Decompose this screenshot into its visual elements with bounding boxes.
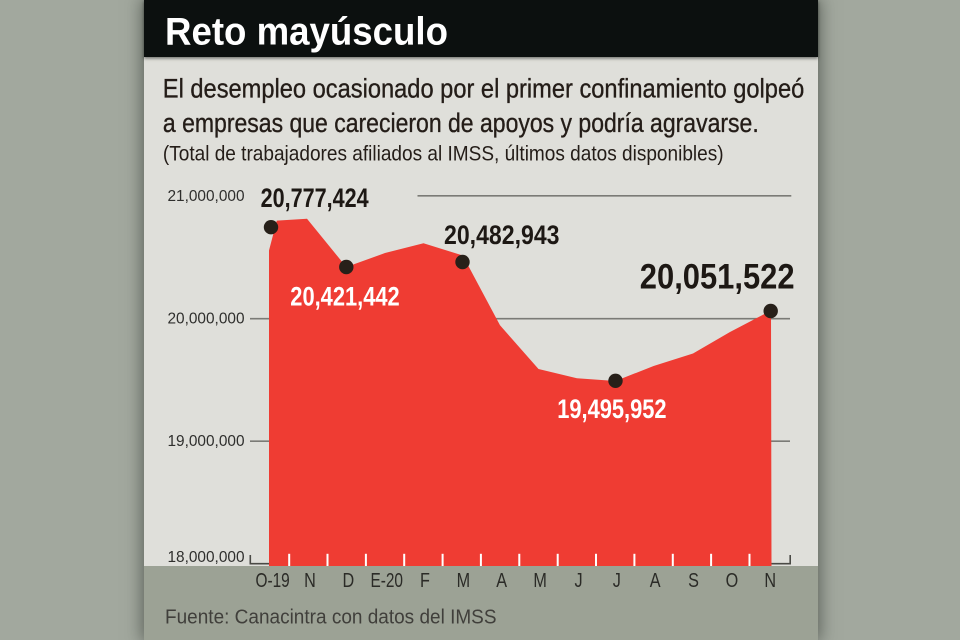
svg-text:Reto mayúsculo: Reto mayúsculo <box>165 10 448 53</box>
svg-text:20,482,943: 20,482,943 <box>444 221 560 251</box>
svg-text:19,495,952: 19,495,952 <box>557 395 666 425</box>
svg-text:O-19: O-19 <box>255 569 289 591</box>
svg-text:20,051,522: 20,051,522 <box>640 257 795 296</box>
svg-text:(Total de trabajadores afiliad: (Total de trabajadores afiliados al IMSS… <box>163 143 724 166</box>
svg-text:20,777,424: 20,777,424 <box>261 184 369 214</box>
svg-text:F: F <box>420 569 430 591</box>
svg-text:Fuente: Canacintra con datos d: Fuente: Canacintra con datos del IMSS <box>165 606 497 629</box>
svg-text:O: O <box>726 569 739 591</box>
svg-text:M: M <box>533 569 546 591</box>
svg-text:A: A <box>496 569 508 591</box>
svg-text:18,000,000: 18,000,000 <box>167 549 244 566</box>
svg-text:J: J <box>574 569 582 591</box>
svg-text:M: M <box>457 569 470 591</box>
svg-text:N: N <box>764 569 776 591</box>
svg-text:19,000,000: 19,000,000 <box>167 433 244 450</box>
svg-text:D: D <box>342 569 354 591</box>
svg-text:El desempleo ocasionado por el: El desempleo ocasionado por el primer co… <box>163 74 804 104</box>
svg-text:E-20: E-20 <box>370 569 403 591</box>
svg-text:21,000,000: 21,000,000 <box>167 188 244 205</box>
svg-text:A: A <box>650 569 662 591</box>
svg-text:20,000,000: 20,000,000 <box>167 310 244 327</box>
svg-text:N: N <box>304 569 316 591</box>
svg-text:a empresas que carecieron de a: a empresas que carecieron de apoyos y po… <box>163 108 759 138</box>
svg-text:20,421,442: 20,421,442 <box>290 283 399 313</box>
svg-text:J: J <box>613 569 621 591</box>
svg-text:S: S <box>688 569 699 591</box>
